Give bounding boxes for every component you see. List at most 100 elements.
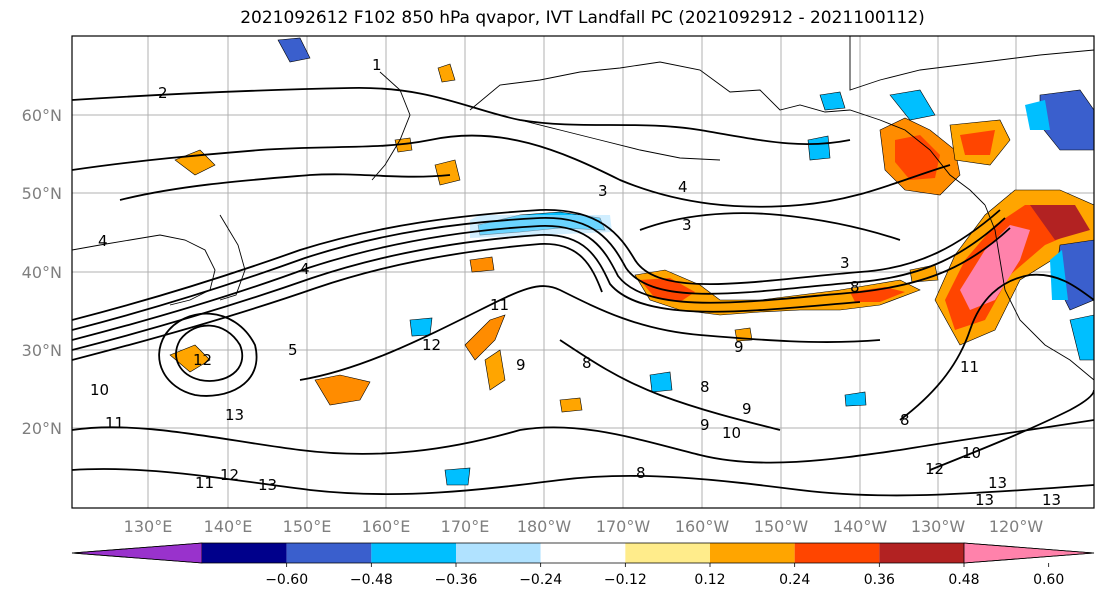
longitude-label: 160°E <box>362 517 411 536</box>
longitude-label: 180°W <box>517 517 572 536</box>
colorbar-tick-label: 0.60 <box>1033 572 1064 588</box>
contour-label: 11 <box>105 414 124 432</box>
contour-jet-4 <box>72 234 861 351</box>
colorbar <box>71 542 1095 564</box>
longitude-label: 130°W <box>911 517 966 536</box>
contour-label: 12 <box>422 336 441 354</box>
contour-subtrop-3 <box>72 468 1094 497</box>
shade-top-blue <box>277 37 311 63</box>
shade-alaska-coast-core <box>895 135 940 180</box>
contour-label: 13 <box>258 476 277 494</box>
colorbar-arrow-high <box>963 542 1095 564</box>
contour-jet-5 <box>72 243 603 361</box>
contour-label: 13 <box>1042 491 1061 509</box>
contour-ne-pac-2 <box>929 389 1094 471</box>
shade-bc-red <box>960 130 995 155</box>
contour-label: 13 <box>988 474 1007 492</box>
longitude-label: 130°E <box>124 517 173 536</box>
latitude-label: 30°N <box>22 341 62 360</box>
contour-jet-2 <box>72 217 1006 331</box>
colorbar-segment <box>625 543 710 563</box>
contour-label: 1 <box>372 56 382 74</box>
shade-misc-blue-2 <box>649 371 673 393</box>
colorbar-tick-label: 0.24 <box>779 572 810 588</box>
longitude-label: 140°E <box>204 517 253 536</box>
longitude-label: 120°W <box>989 517 1044 536</box>
contour-label: 9 <box>516 356 526 374</box>
colorbar-tick-label: −0.48 <box>350 572 393 588</box>
shade-ber-orange <box>437 63 456 83</box>
map-title: 2021092612 F102 850 hPa qvapor, IVT Land… <box>240 8 925 28</box>
contour-label: 10 <box>90 381 109 399</box>
shade-west-blue-2 <box>1050 250 1068 300</box>
colorbar-tick-label: −0.60 <box>265 572 308 588</box>
coastline-arctic <box>849 36 1094 91</box>
shade-top-blue-3 <box>1025 100 1050 130</box>
shade-midpac-orange-2 <box>484 349 506 391</box>
coastline-alaska <box>469 61 986 206</box>
contour-label: 3 <box>840 254 850 272</box>
shade-alaska-blue-2 <box>819 91 846 111</box>
contour-label: 8 <box>582 354 592 372</box>
contour-mid-1 <box>639 212 901 241</box>
contour-label: 12 <box>193 351 212 369</box>
map-content: 1 2 3 4 3 3 4 4 8 5 11 12 9 8 9 8 9 9 10… <box>72 36 1094 509</box>
colorbar-tick-label: 0.36 <box>864 572 895 588</box>
contour-label: 11 <box>195 474 214 492</box>
colorbar-segment <box>794 543 880 563</box>
shade-misc-orange-2 <box>559 397 583 413</box>
coastlines <box>72 36 1094 381</box>
coastline-aleutians <box>519 119 721 161</box>
latitude-label: 20°N <box>22 419 62 438</box>
longitude-label: 140°W <box>833 517 888 536</box>
shade-midpac-orange <box>464 314 506 361</box>
contour-label: 13 <box>975 491 994 509</box>
map-frame <box>71 35 1095 509</box>
longitude-label: 150°E <box>283 517 332 536</box>
colorbar-outline <box>71 542 1095 564</box>
shade-jap-orange-2 <box>169 344 211 373</box>
contour-mid-2 <box>559 339 781 431</box>
contour-jet-1 <box>72 209 1001 321</box>
contour-ne-pac-1 <box>899 273 1094 421</box>
contour-label: 5 <box>288 341 298 359</box>
colorbar-segment <box>540 543 626 563</box>
contour-label: 9 <box>742 400 752 418</box>
coastline-asia <box>72 234 216 306</box>
colorbar-tick-label: −0.36 <box>435 572 478 588</box>
contour-label: 4 <box>678 178 688 196</box>
coastline-japan <box>219 214 246 301</box>
colorbar-segment <box>371 543 456 563</box>
coastline-kamchatka <box>371 71 411 181</box>
contour-label: 9 <box>700 416 710 434</box>
latitude-labels: 60°N 50°N 40°N 30°N 20°N <box>22 106 62 438</box>
contour-label: 4 <box>98 232 108 250</box>
colorbar-tick-label: −0.12 <box>604 572 647 588</box>
colorbar-tick-labels: −0.60 −0.48 −0.36 −0.24 −0.12 0.12 0.24 0.36 0.4… <box>265 563 1064 588</box>
colorbar-segment <box>286 543 372 563</box>
longitude-label: 170°E <box>441 517 490 536</box>
contour-jet-3 <box>72 225 1011 341</box>
contour-north-3 <box>119 173 451 201</box>
coastline-na-west <box>984 204 1094 381</box>
colorbar-arrow-low <box>71 542 203 564</box>
colorbar-segment <box>710 543 795 563</box>
contour-label: 3 <box>682 216 692 234</box>
latitude-label: 40°N <box>22 263 62 282</box>
ivt-contours <box>72 87 1094 497</box>
contour-label: 3 <box>598 182 608 200</box>
contour-label: 8 <box>636 464 646 482</box>
contour-label: 11 <box>490 296 509 314</box>
contour-north-2 <box>72 87 851 146</box>
contour-label: 4 <box>300 260 310 278</box>
contour-label: 10 <box>962 444 981 462</box>
shade-misc-orange-3 <box>469 256 495 273</box>
contour-label: 9 <box>734 338 744 356</box>
shade-pnw-pink <box>960 225 1030 310</box>
shade-kamchatka-orange <box>434 159 461 186</box>
shade-misc-blue-1 <box>409 317 433 337</box>
longitude-labels: 130°E 140°E 150°E 160°E 170°E 180°W 170°W 160°W… <box>124 517 1044 536</box>
longitude-label: 150°W <box>754 517 809 536</box>
shade-misc-blue-4 <box>444 467 471 486</box>
